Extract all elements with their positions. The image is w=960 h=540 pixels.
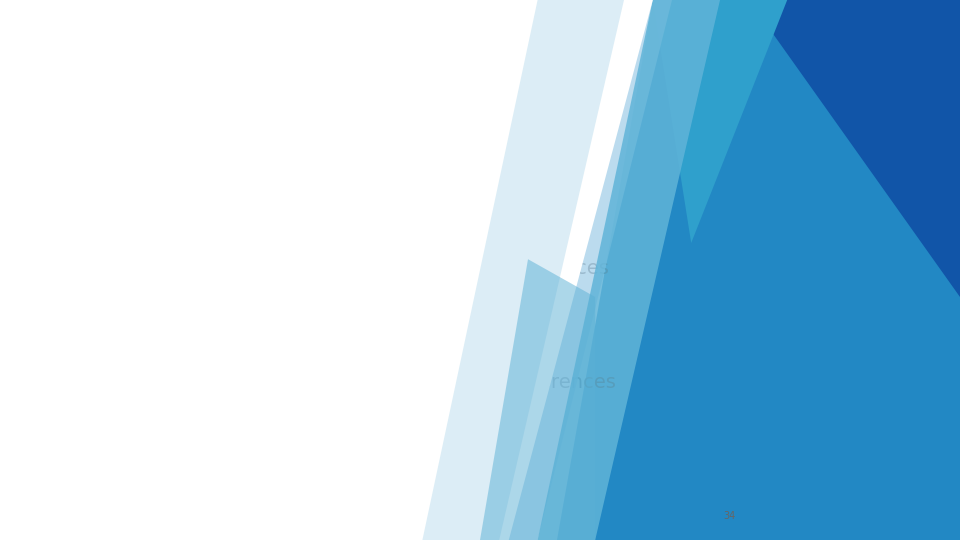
Text: ◆: ◆ — [53, 259, 68, 278]
Polygon shape — [480, 0, 672, 540]
Text: between AVR and AVL: between AVR and AVL — [82, 200, 297, 219]
Text: ◆: ◆ — [53, 146, 68, 165]
Polygon shape — [0, 0, 653, 540]
Polygon shape — [480, 259, 595, 540]
Polygon shape — [557, 0, 960, 540]
Text: 34: 34 — [724, 511, 735, 521]
Polygon shape — [538, 0, 720, 540]
Polygon shape — [749, 0, 960, 297]
Text: Lead II:: Lead II: — [82, 259, 163, 278]
Text: will measure the electrical potential differences: will measure the electrical potential di… — [144, 373, 615, 392]
Text: between AVR and AVF: between AVR and AVF — [82, 313, 297, 332]
Text: Lead III:: Lead III: — [82, 373, 170, 392]
Text: will measure the electrical potential differences: will measure the electrical potential di… — [137, 259, 609, 278]
Text: will measure the electrical potential differences: will measure the electrical potential di… — [130, 146, 602, 165]
Polygon shape — [653, 0, 787, 243]
Text: between AVL and AVF.: between AVL and AVF. — [82, 427, 298, 446]
Text: Lead I:: Lead I: — [82, 146, 156, 165]
Text: ◆: ◆ — [53, 373, 68, 392]
Polygon shape — [422, 0, 624, 540]
Polygon shape — [691, 0, 845, 540]
Polygon shape — [826, 0, 960, 540]
Text: Lead placement( limb lead): Lead placement( limb lead) — [48, 43, 430, 71]
